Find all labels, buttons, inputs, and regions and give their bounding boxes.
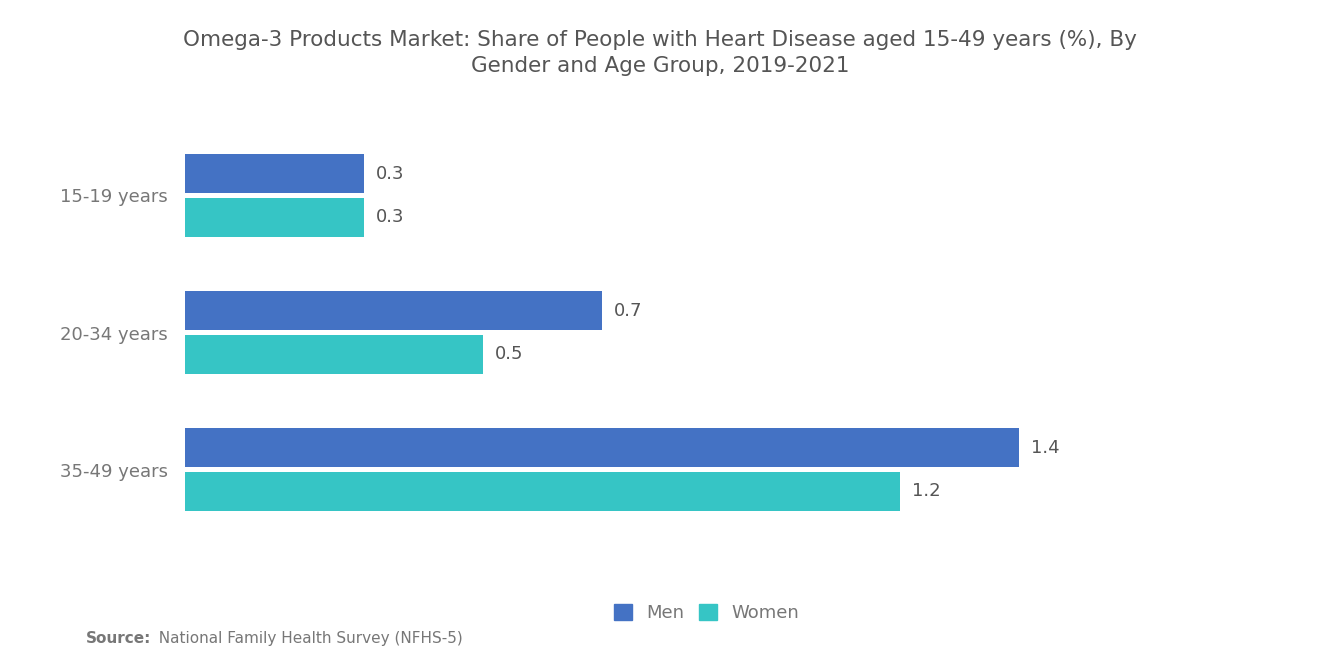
- Bar: [185, 291, 602, 330]
- Text: 1.2: 1.2: [912, 482, 940, 501]
- Bar: [185, 335, 483, 374]
- Text: 0.5: 0.5: [495, 345, 523, 364]
- Text: Source:: Source:: [86, 631, 152, 646]
- Text: 1.4: 1.4: [1031, 439, 1060, 457]
- Bar: [185, 198, 363, 237]
- Text: 0.7: 0.7: [614, 301, 643, 320]
- Text: National Family Health Survey (NFHS-5): National Family Health Survey (NFHS-5): [149, 631, 463, 646]
- Bar: [185, 154, 363, 193]
- Bar: [185, 472, 900, 511]
- Bar: [185, 428, 1019, 467]
- Text: Omega-3 Products Market: Share of People with Heart Disease aged 15-49 years (%): Omega-3 Products Market: Share of People…: [183, 30, 1137, 76]
- Text: 0.3: 0.3: [375, 208, 404, 226]
- Legend: Men, Women: Men, Women: [605, 595, 808, 631]
- Text: 0.3: 0.3: [375, 164, 404, 183]
